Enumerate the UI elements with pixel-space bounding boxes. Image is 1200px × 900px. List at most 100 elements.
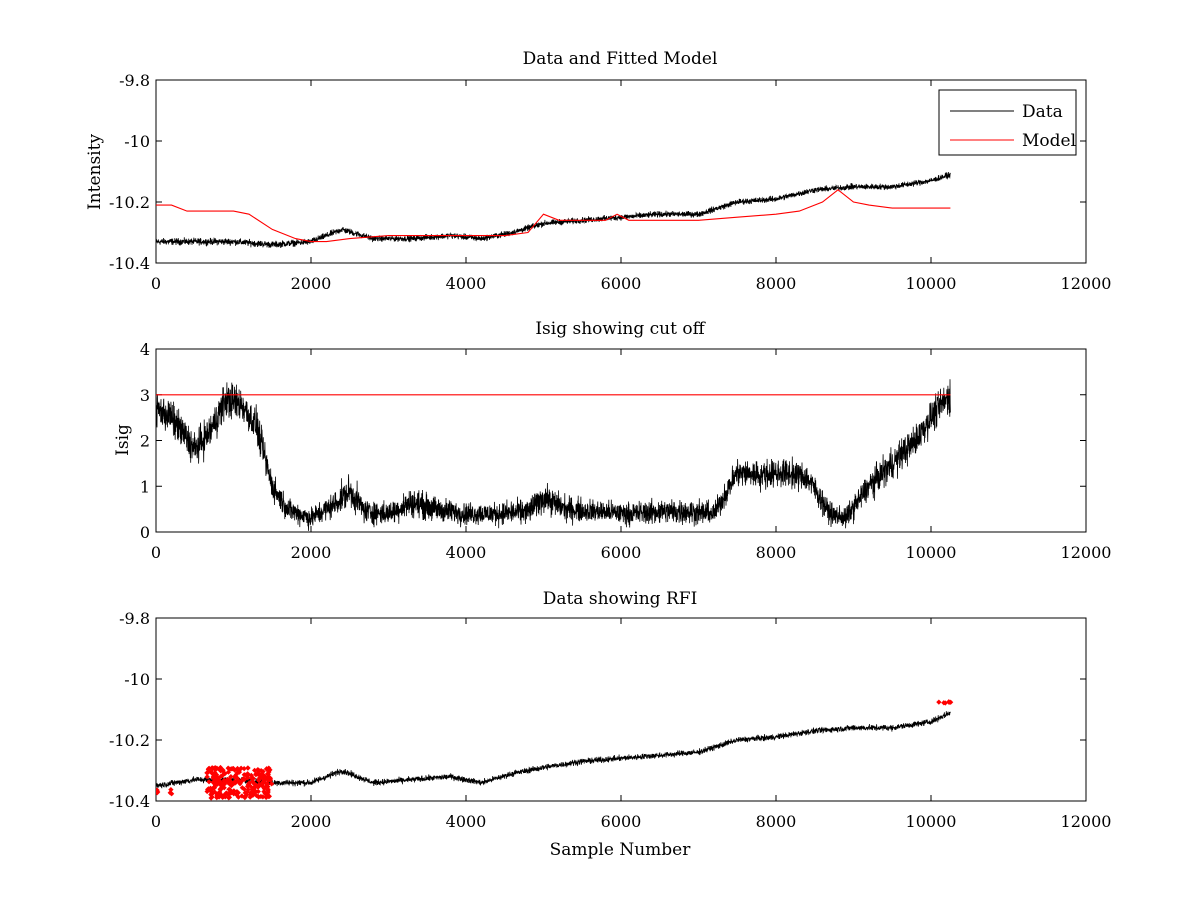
- legend-box: [938, 89, 1077, 156]
- rfi-marker: [248, 783, 254, 790]
- x-tick-label: 4000: [446, 812, 487, 831]
- x-tick-label: 4000: [446, 274, 487, 293]
- rfi-marker: [241, 766, 247, 772]
- rfi-marker: [212, 769, 218, 776]
- x-tick-label: 6000: [601, 812, 642, 831]
- x-tick-label: 4000: [446, 543, 487, 562]
- rfi-marker: [219, 773, 225, 779]
- panel-1-ylabel: Intensity: [85, 134, 105, 210]
- rfi-marker: [219, 794, 226, 801]
- x-tick-label: 10000: [906, 543, 957, 562]
- x-tick-label: 0: [151, 274, 161, 293]
- panel-3-plot-area: 0 2000 4000 6000 8000 10000 12000 -10.4 -10.2 -10…: [109, 609, 1111, 831]
- x-tick-label: 12000: [1061, 543, 1112, 562]
- rfi-marker: [240, 777, 246, 783]
- y-tick-label: 4: [140, 340, 150, 359]
- rfi-marker: [211, 789, 218, 795]
- plot-series: [156, 379, 951, 531]
- panel-data-and-model: Data and Fitted Model Intensity 0 2000 400…: [85, 49, 1111, 293]
- rfi-marker: [263, 783, 269, 789]
- rfi-marker: [206, 779, 212, 785]
- y-tick-label: -10.4: [109, 254, 150, 273]
- x-axis-label: Sample Number: [550, 840, 692, 860]
- x-tick-label: 10000: [906, 812, 957, 831]
- rfi-marker: [250, 778, 256, 785]
- y-tick-label: -10.2: [109, 731, 150, 750]
- x-tick-label: 8000: [756, 543, 797, 562]
- legend: Data Model: [938, 89, 1077, 156]
- rfi-marker: [266, 766, 272, 772]
- rfi-marker: [217, 786, 223, 792]
- panel-1-title: Data and Fitted Model: [523, 49, 718, 69]
- y-tick-label: 3: [140, 386, 150, 405]
- plot-series: [156, 171, 951, 248]
- rfi-marker: [243, 793, 249, 799]
- rfi-marker: [269, 781, 275, 787]
- rfi-marker: [235, 794, 242, 800]
- rfi-marker: [255, 767, 261, 773]
- legend-label-data: Data: [1022, 102, 1063, 122]
- panel-2-ylabel: Isig: [113, 424, 133, 456]
- y-tick-label: 2: [140, 432, 150, 451]
- rfi-marker: [205, 769, 211, 775]
- rfi-marker: [256, 794, 262, 800]
- rfi-marker: [251, 790, 257, 796]
- rfi-marker: [208, 791, 214, 798]
- rfi-marker: [211, 775, 218, 781]
- rfi-marker: [255, 788, 261, 795]
- rfi-marker: [223, 791, 229, 797]
- rfi-marker: [260, 794, 266, 800]
- rfi-marker: [156, 788, 160, 794]
- y-tick-label: -10: [124, 132, 150, 151]
- plot-series: [156, 699, 954, 801]
- rfi-marker: [204, 774, 210, 780]
- x-tick-label: 2000: [291, 274, 332, 293]
- rfi-marker: [256, 776, 262, 782]
- rfi-marker: [215, 776, 221, 782]
- rfi-marker: [213, 765, 219, 771]
- rfi-marker: [236, 769, 243, 775]
- panel-3-title: Data showing RFI: [543, 589, 698, 609]
- series-data-line: [156, 711, 951, 789]
- y-tick-label: -10.2: [109, 193, 150, 212]
- rfi-marker: [225, 769, 232, 775]
- rfi-marker: [936, 699, 942, 705]
- rfi-marker: [233, 779, 239, 786]
- series-model-line: [156, 189, 951, 243]
- x-tick-label: 8000: [756, 274, 797, 293]
- y-tick-label: -9.8: [119, 609, 150, 628]
- x-tick-label: 12000: [1061, 812, 1112, 831]
- rfi-marker: [258, 768, 264, 774]
- series-data-line: [156, 171, 951, 248]
- rfi-marker: [226, 795, 232, 801]
- rfi-marker: [226, 776, 233, 782]
- x-tick-label: 8000: [756, 812, 797, 831]
- x-tick-label: 6000: [601, 543, 642, 562]
- rfi-marker: [230, 765, 237, 772]
- rfi-marker: [227, 787, 233, 793]
- rfi-marker: [245, 772, 252, 778]
- rfi-marker: [265, 789, 271, 795]
- rfi-marker: [234, 789, 240, 795]
- rfi-marker: [217, 780, 223, 786]
- y-tick-label: 1: [140, 477, 150, 496]
- rfi-marker: [216, 766, 223, 773]
- rfi-marker: [214, 794, 220, 801]
- y-tick-label: -10: [124, 670, 150, 689]
- panel-1-plot-area: 0 2000 4000 6000 8000 10000 12000 -10.4 -10.2 -10…: [109, 71, 1111, 293]
- rfi-marker: [267, 775, 273, 781]
- rfi-marker: [231, 774, 238, 780]
- rfi-marker: [245, 786, 251, 793]
- rfi-marker: [168, 787, 174, 793]
- y-tick-label: 0: [140, 523, 150, 542]
- x-tick-label: 12000: [1061, 274, 1112, 293]
- rfi-marker: [253, 772, 259, 778]
- series-isig-line: [156, 379, 951, 531]
- x-tick-label: 2000: [291, 543, 332, 562]
- x-tick-label: 0: [151, 812, 161, 831]
- rfi-marker: [261, 785, 267, 792]
- rfi-marker: [237, 766, 244, 772]
- rfi-marker: [946, 699, 952, 705]
- rfi-marker: [239, 785, 245, 791]
